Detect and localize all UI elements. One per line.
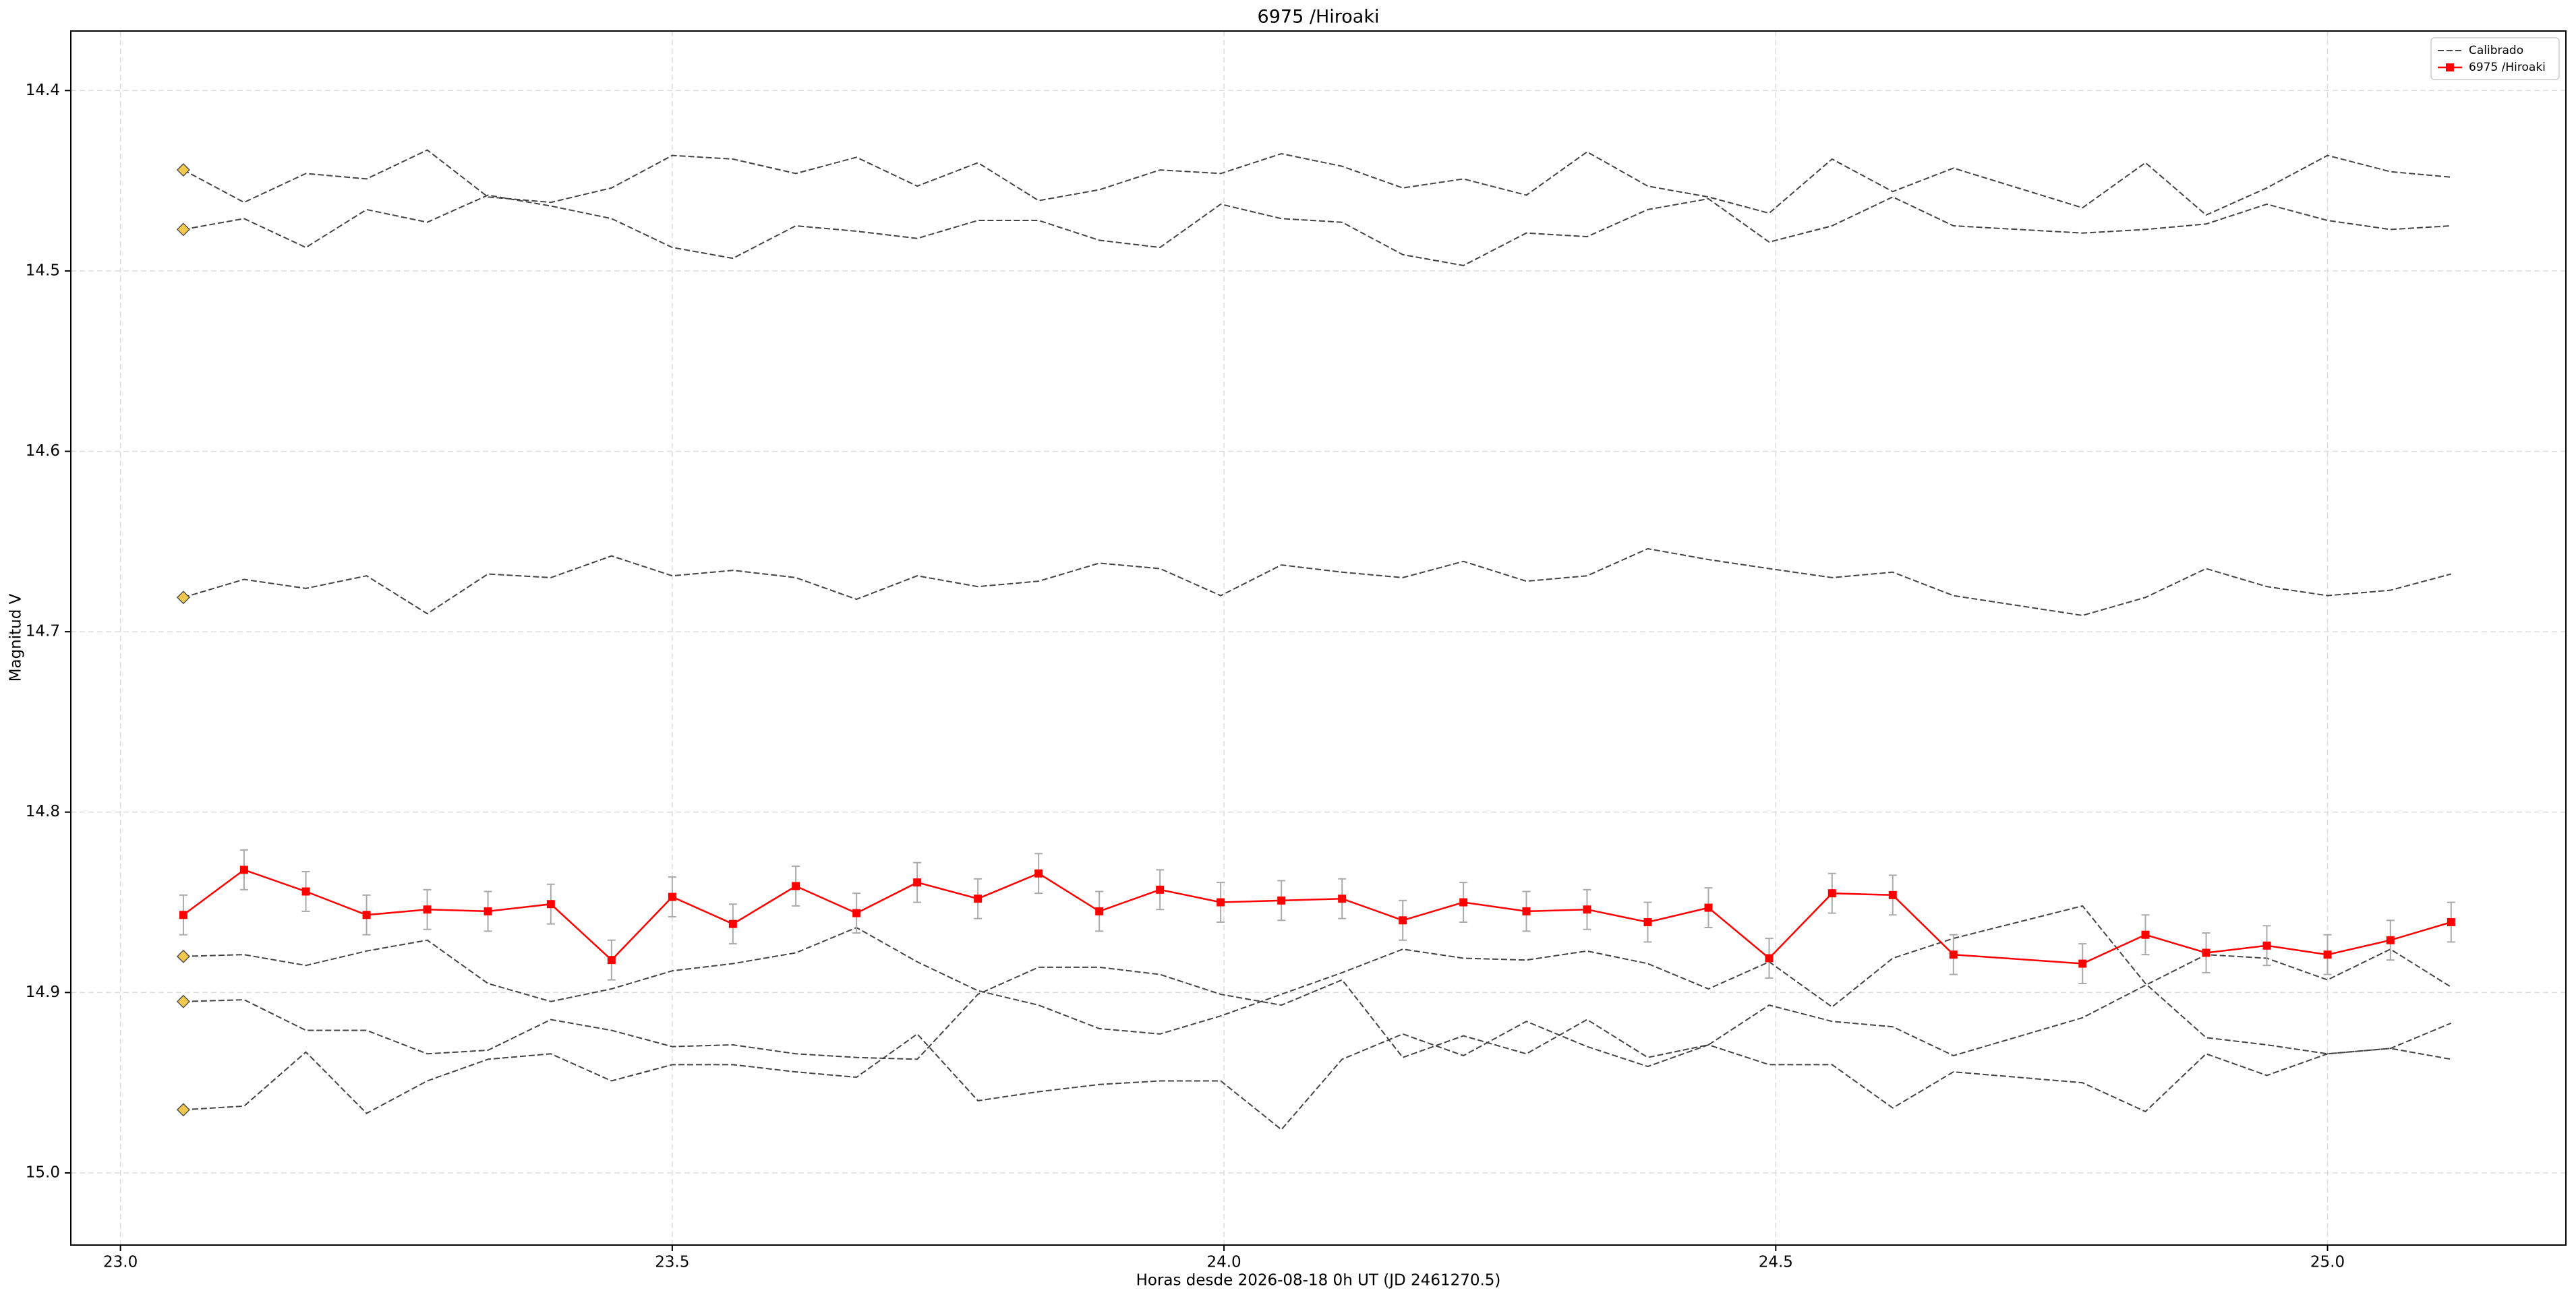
- calibrated-line: [183, 948, 2452, 1060]
- target-marker: [2141, 930, 2150, 939]
- target-line: [183, 869, 2452, 965]
- x-tick-label: 25.0: [2310, 1254, 2345, 1271]
- target-marker: [1888, 890, 1897, 899]
- start-marker: [176, 994, 190, 1008]
- calibrated-line: [183, 1021, 2451, 1131]
- y-tick-label: 15.0: [26, 1163, 60, 1181]
- target-marker: [1217, 898, 1225, 907]
- target-marker: [2447, 917, 2455, 926]
- y-tick-label: 14.9: [26, 984, 60, 1001]
- target-marker: [1949, 950, 1958, 959]
- target-marker: [2078, 959, 2087, 968]
- target-marker: [546, 900, 555, 909]
- target-marker: [974, 895, 983, 903]
- start-marker: [176, 1103, 190, 1117]
- target-marker: [1643, 917, 1652, 926]
- start-marker: [176, 222, 190, 237]
- y-tick-label: 14.4: [26, 82, 60, 99]
- target-marker: [1156, 885, 1165, 894]
- target-marker: [239, 866, 248, 874]
- target-marker: [728, 919, 737, 928]
- legend-box: [2430, 37, 2560, 80]
- target-marker: [1765, 954, 1774, 963]
- x-tick-label: 24.0: [1206, 1254, 1241, 1271]
- x-tick-label: 24.5: [1759, 1254, 1793, 1271]
- legend-swatch-marker: [2446, 63, 2454, 71]
- target-marker: [179, 911, 187, 919]
- calibrated-line: [183, 149, 2451, 216]
- plot-frame: [70, 30, 2567, 1246]
- legend-label: 6975 /Hiroaki: [2469, 61, 2546, 74]
- legend-label: Calibrado: [2469, 44, 2523, 57]
- x-axis-label: Horas desde 2026-08-18 0h UT (JD 2461270…: [1136, 1272, 1501, 1290]
- target-marker: [668, 892, 676, 901]
- target-marker: [1704, 903, 1713, 912]
- calibrated-line: [183, 194, 2451, 266]
- y-tick-label: 14.8: [26, 803, 60, 820]
- calibrated-line: [183, 547, 2452, 617]
- target-marker: [1522, 907, 1531, 915]
- target-marker: [2202, 948, 2211, 957]
- target-marker: [1277, 896, 1286, 905]
- target-marker: [1827, 889, 1836, 898]
- chart-title: 6975 /Hiroaki: [1258, 7, 1380, 28]
- target-marker: [1095, 907, 1104, 915]
- target-marker: [1399, 916, 1407, 925]
- target-marker: [484, 907, 492, 915]
- start-marker: [176, 591, 190, 605]
- x-tick-label: 23.0: [103, 1254, 138, 1271]
- target-marker: [2323, 950, 2332, 959]
- target-marker: [1459, 898, 1468, 907]
- target-marker: [2386, 936, 2395, 944]
- target-marker: [792, 882, 800, 890]
- target-marker: [1583, 905, 1591, 914]
- y-tick-label: 14.7: [26, 623, 60, 640]
- calibrated-line: [183, 905, 2452, 1055]
- target-marker: [852, 909, 861, 917]
- target-marker: [301, 887, 310, 896]
- y-tick-label: 14.6: [26, 442, 60, 460]
- start-marker: [176, 949, 190, 963]
- y-axis-label: Magnitud V: [7, 593, 25, 682]
- x-tick-label: 23.5: [655, 1254, 689, 1271]
- start-marker: [176, 162, 190, 177]
- target-marker: [2262, 941, 2271, 950]
- target-marker: [607, 956, 616, 965]
- target-marker: [362, 911, 371, 919]
- legend: Calibrado 6975 /Hiroaki: [2430, 37, 2560, 80]
- target-marker: [913, 878, 922, 887]
- target-marker: [1338, 895, 1347, 903]
- y-tick-label: 14.5: [26, 262, 60, 279]
- target-marker: [1034, 869, 1043, 878]
- target-marker: [423, 905, 432, 914]
